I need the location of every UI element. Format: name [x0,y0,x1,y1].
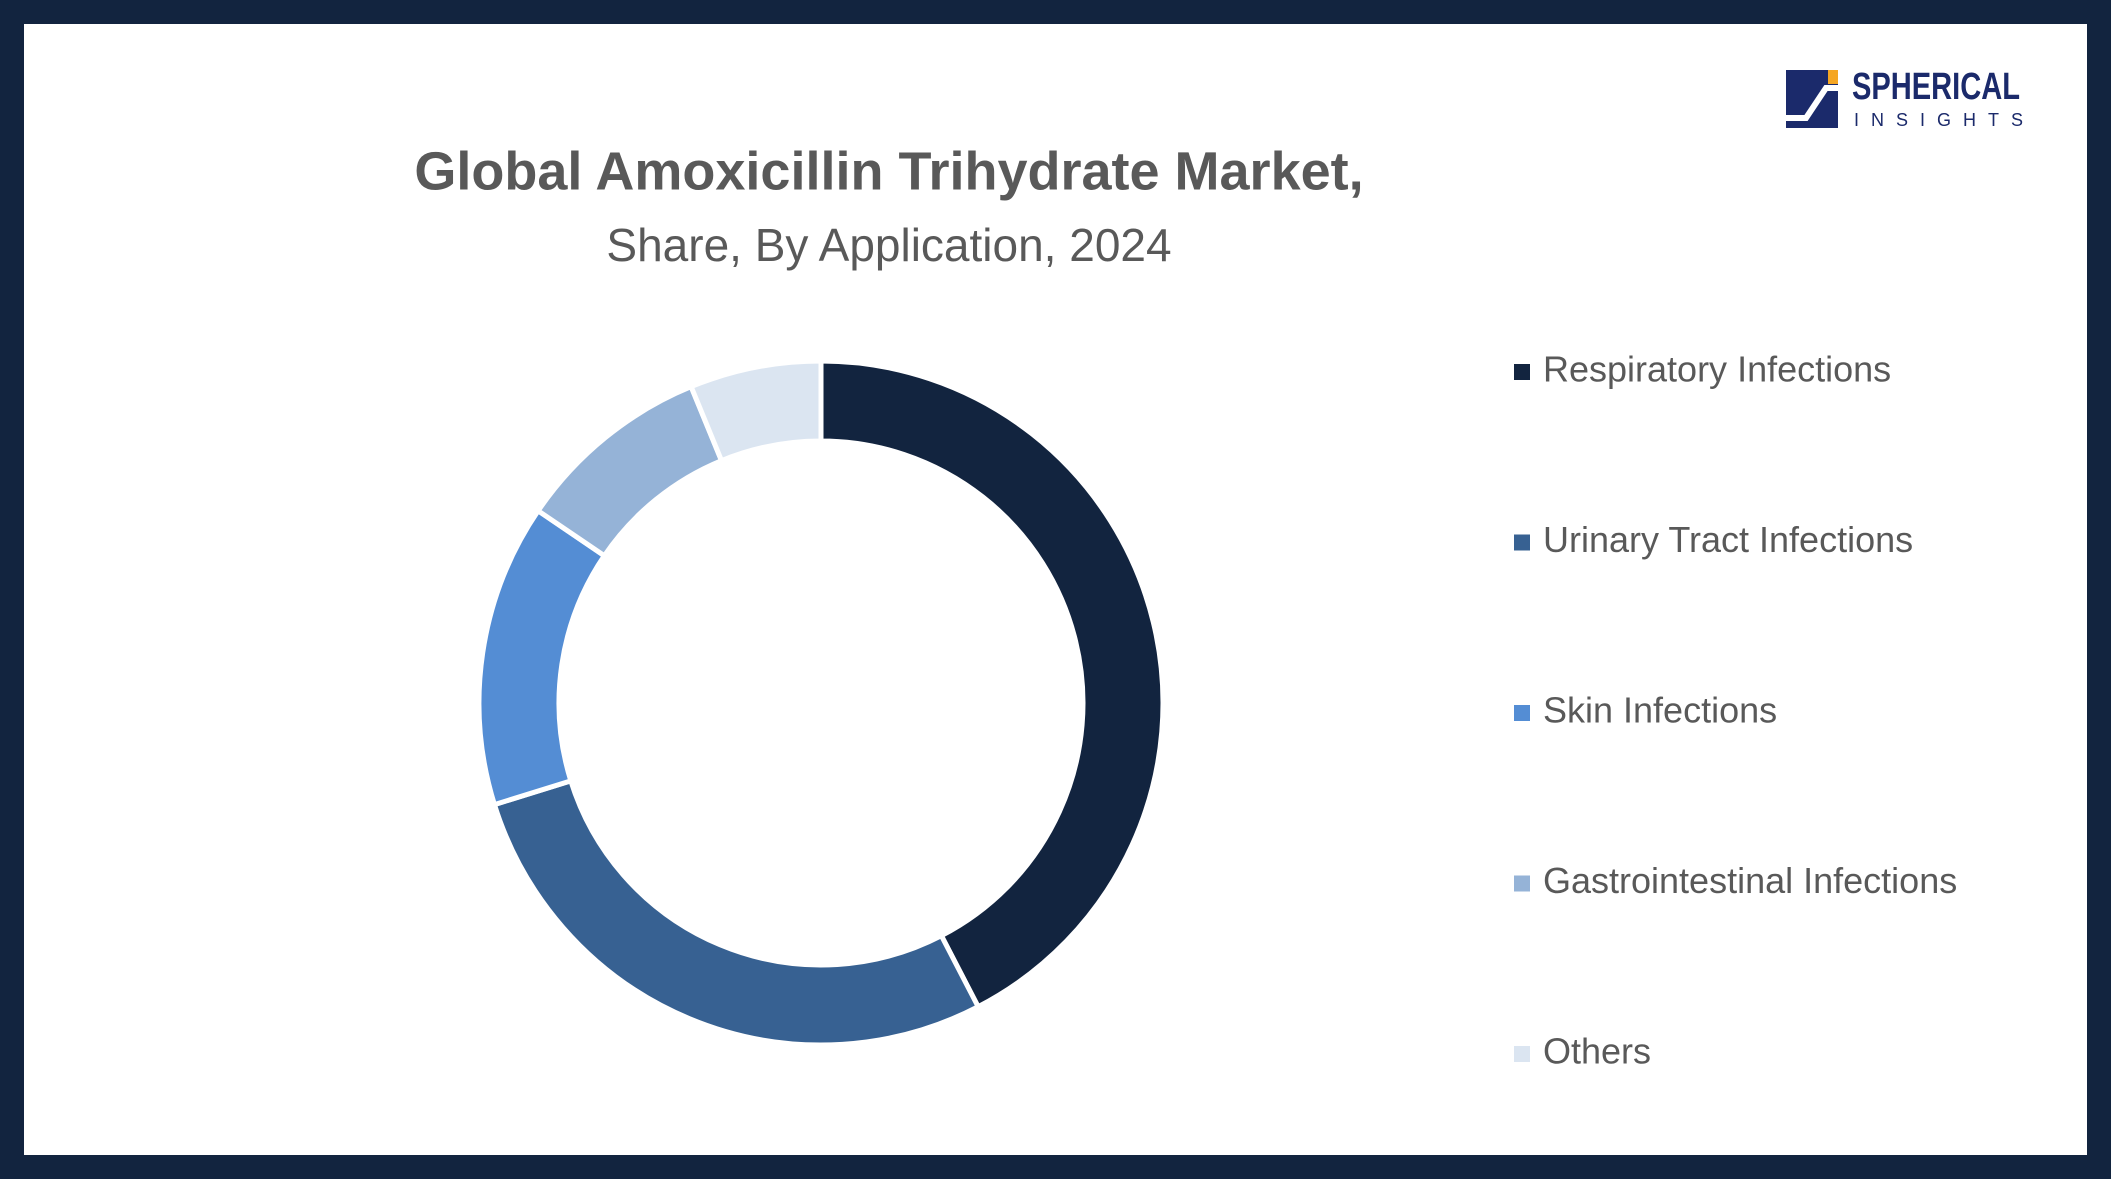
chart-title: Global Amoxicillin Trihydrate Market, [414,141,1363,201]
legend-label: Skin Infections [1543,690,1777,731]
legend-label: Gastrointestinal Infections [1543,860,1957,901]
logo-tagline: INSIGHTS [1854,110,2035,130]
legend-swatch [1514,1046,1530,1062]
logo: SPHERICAL INSIGHTS [1786,66,2035,130]
legend-label: Others [1543,1031,1651,1072]
legend-label: Respiratory Infections [1543,349,1891,390]
logo-name: SPHERICAL [1852,66,2020,108]
legend-swatch [1514,364,1530,380]
donut-segment [818,358,1166,1011]
legend-label: Urinary Tract Infections [1543,519,1913,560]
legend-swatch [1514,705,1530,721]
logo-icon-line [1786,85,1838,121]
legend-swatch [1514,534,1530,551]
chart-subtitle: Share, By Application, 2024 [606,219,1171,271]
logo-icon-accent [1828,70,1838,84]
donut-segment [491,777,982,1048]
donut-segment [687,358,824,464]
legend-swatch [1514,875,1530,892]
